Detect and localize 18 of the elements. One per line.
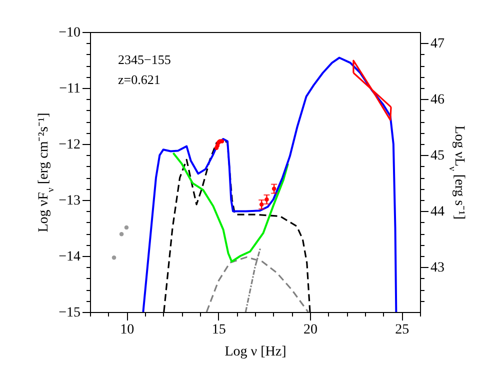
y-tick-label: −14 [58, 250, 80, 264]
y-tick-label: −13 [58, 194, 80, 208]
x-tick-label: 20 [304, 322, 318, 338]
annotation: 2345−155 [118, 51, 171, 69]
x-tick-label: 15 [212, 322, 226, 338]
y2-tick-label: 43 [430, 260, 444, 276]
y2-tick-label: 46 [430, 92, 444, 108]
y-tick-label: −15 [58, 306, 80, 320]
y2-tick-label: 45 [430, 148, 444, 164]
y2-tick-label: 44 [430, 204, 444, 220]
y-tick-label: −12 [58, 138, 80, 152]
x-tick-label: 25 [395, 322, 410, 338]
x-axis-title: Log ν [Hz] [224, 344, 286, 360]
x-tick-label: 10 [120, 322, 134, 338]
y2-tick-label: 47 [430, 36, 444, 52]
annotation: z=0.621 [118, 71, 162, 89]
y-tick-label: −11 [59, 82, 80, 96]
y-tick-label: −10 [58, 26, 80, 40]
